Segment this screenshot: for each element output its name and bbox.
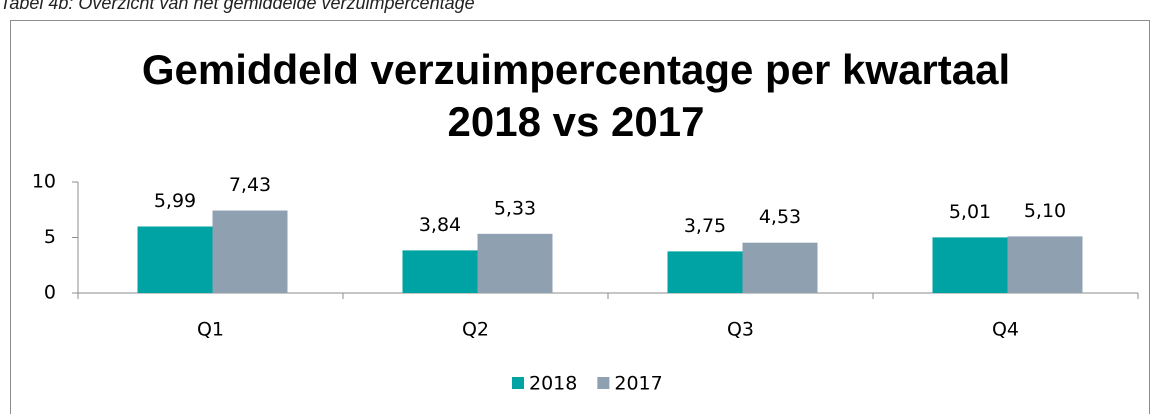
value-label: 5,33: [494, 197, 536, 219]
x-tick-label: Q4: [992, 319, 1019, 341]
bar: [932, 237, 1008, 293]
value-label: 5,10: [1024, 200, 1066, 222]
bar: [667, 251, 743, 293]
bar: [1007, 236, 1083, 293]
value-label: 7,43: [229, 174, 271, 196]
legend-swatch: [512, 377, 524, 389]
legend-label: 2018: [529, 373, 577, 395]
caption: Tabel 4b: Overzicht van het gemiddelde v…: [0, 0, 475, 13]
x-tick-label: Q3: [727, 319, 754, 341]
value-label: 3,75: [684, 215, 726, 237]
x-tick-label: Q1: [197, 319, 224, 341]
chart-title: Gemiddeld verzuimpercentage per kwartaal: [142, 46, 1010, 93]
bar: [402, 250, 478, 293]
value-label: 5,99: [154, 190, 196, 212]
bar: [212, 210, 288, 293]
value-label: 4,53: [759, 206, 801, 228]
legend-label: 2017: [614, 373, 662, 395]
legend-swatch: [597, 377, 610, 389]
y-tick-label: 10: [32, 171, 56, 193]
bar: [137, 226, 213, 293]
bar: [742, 242, 818, 293]
chart-title: 2018 vs 2017: [448, 98, 705, 145]
y-tick-label: 5: [44, 226, 56, 248]
value-label: 5,01: [949, 201, 991, 223]
value-label: 3,84: [419, 214, 461, 236]
y-tick-label: 0: [44, 282, 56, 304]
x-tick-label: Q2: [462, 319, 489, 341]
bar: [477, 233, 553, 293]
chart-border: [10, 20, 1150, 414]
